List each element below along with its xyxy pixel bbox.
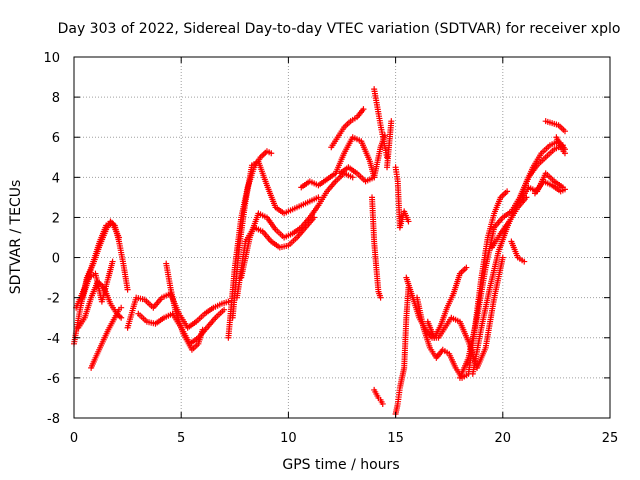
series-track-e xyxy=(79,258,116,305)
series-track-h xyxy=(163,260,206,353)
series-track-f xyxy=(124,290,232,331)
y-tick-label: -8 xyxy=(47,412,60,427)
series-track-o xyxy=(336,132,388,185)
series-track-x xyxy=(424,264,470,341)
series-track-ff xyxy=(553,134,568,157)
series-track-aa xyxy=(489,194,530,251)
series-track-t xyxy=(392,284,412,417)
data-point xyxy=(118,314,125,321)
y-axis-label: SDTVAR / TECUs xyxy=(8,180,24,295)
data-point xyxy=(199,326,206,333)
chart-title: Day 303 of 2022, Sidereal Day-to-day VTE… xyxy=(58,21,621,37)
series-track-u xyxy=(392,164,412,231)
x-axis-label: GPS time / hours xyxy=(282,457,399,473)
data-point xyxy=(521,258,528,265)
series-track-ee xyxy=(542,118,568,135)
y-tick-label: 4 xyxy=(52,171,60,186)
data-points xyxy=(71,86,568,417)
x-tick-label: 25 xyxy=(602,431,619,446)
y-tick-label: 8 xyxy=(52,91,60,106)
data-point xyxy=(349,174,356,181)
data-point xyxy=(561,128,568,135)
data-point xyxy=(463,264,470,271)
data-point xyxy=(499,254,506,261)
series-track-q xyxy=(369,194,384,301)
x-tick-label: 20 xyxy=(495,431,512,446)
y-tick-label: -2 xyxy=(47,292,60,307)
data-point xyxy=(504,188,511,195)
series-track-r xyxy=(371,386,386,407)
axis-ticks xyxy=(73,56,611,419)
data-point xyxy=(221,306,228,313)
y-tick-label: -6 xyxy=(47,372,60,387)
data-point xyxy=(377,294,384,301)
data-point xyxy=(124,286,131,293)
data-point xyxy=(561,150,568,157)
data-point xyxy=(561,186,568,193)
x-tick-label: 10 xyxy=(280,431,297,446)
data-point xyxy=(109,258,116,265)
y-tick-labels: -8 -6 -4 -2 0 2 4 6 8 10 xyxy=(43,51,60,427)
data-point xyxy=(388,118,395,125)
grid-lines xyxy=(74,57,610,418)
y-tick-label: 2 xyxy=(52,211,60,226)
x-tick-label: 15 xyxy=(387,431,404,446)
x-tick-label: 0 xyxy=(70,431,78,446)
data-point xyxy=(116,234,123,241)
data-point xyxy=(225,298,232,305)
data-point xyxy=(379,400,386,407)
series-track-cc xyxy=(516,170,566,205)
data-point xyxy=(384,154,391,161)
series-track-m xyxy=(298,134,378,191)
y-tick-label: 6 xyxy=(52,131,60,146)
series-track-l xyxy=(238,170,356,281)
series-track-dd xyxy=(531,178,568,197)
data-point xyxy=(118,304,125,311)
x-tick-labels: 0 5 10 15 20 25 xyxy=(70,431,618,446)
series-track-s xyxy=(384,118,395,171)
data-point xyxy=(360,106,367,113)
series-track-d xyxy=(88,304,125,371)
y-tick-label: 10 xyxy=(43,51,60,66)
series-track-n xyxy=(328,106,367,151)
series-track-bb xyxy=(508,238,528,265)
x-tick-label: 5 xyxy=(177,431,185,446)
y-tick-label: 0 xyxy=(52,252,60,267)
data-point xyxy=(268,150,275,157)
data-point xyxy=(405,218,412,225)
y-tick-label: -4 xyxy=(47,332,60,347)
plot-frame xyxy=(73,56,611,419)
